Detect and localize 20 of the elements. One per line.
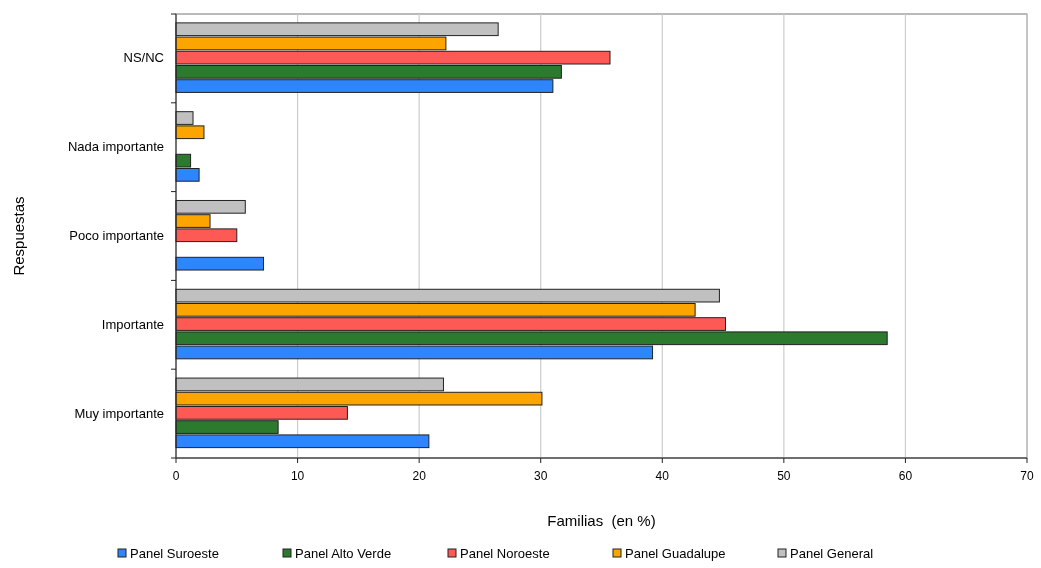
legend-label: Panel Guadalupe — [625, 546, 726, 561]
x-tick-label: 0 — [172, 469, 180, 483]
legend-label: Panel Noroeste — [460, 546, 550, 561]
y-tick-label: Importante — [101, 316, 164, 332]
x-axis-title: Familias (en %) — [547, 512, 656, 529]
x-tick-label: 30 — [534, 469, 548, 483]
x-tick-label: 50 — [777, 469, 791, 483]
legend-label: Panel Alto Verde — [295, 546, 392, 561]
y-tick-label: Nada importante — [67, 139, 164, 155]
y-tick-label: Muy importante — [74, 405, 164, 421]
x-tick-label: 10 — [290, 469, 305, 483]
x-tick-label: 70 — [1020, 469, 1034, 483]
x-tick-label: 20 — [412, 469, 427, 483]
x-tick-label: 60 — [898, 469, 913, 483]
x-tick-label: 40 — [655, 469, 670, 483]
y-axis-title: Respuestas — [10, 196, 27, 276]
y-tick-label: Poco importante — [69, 228, 164, 243]
y-tick-label: NS/NC — [123, 50, 164, 66]
legend-label: Panel General — [790, 546, 874, 561]
legend-label: Panel Suroeste — [130, 546, 219, 561]
